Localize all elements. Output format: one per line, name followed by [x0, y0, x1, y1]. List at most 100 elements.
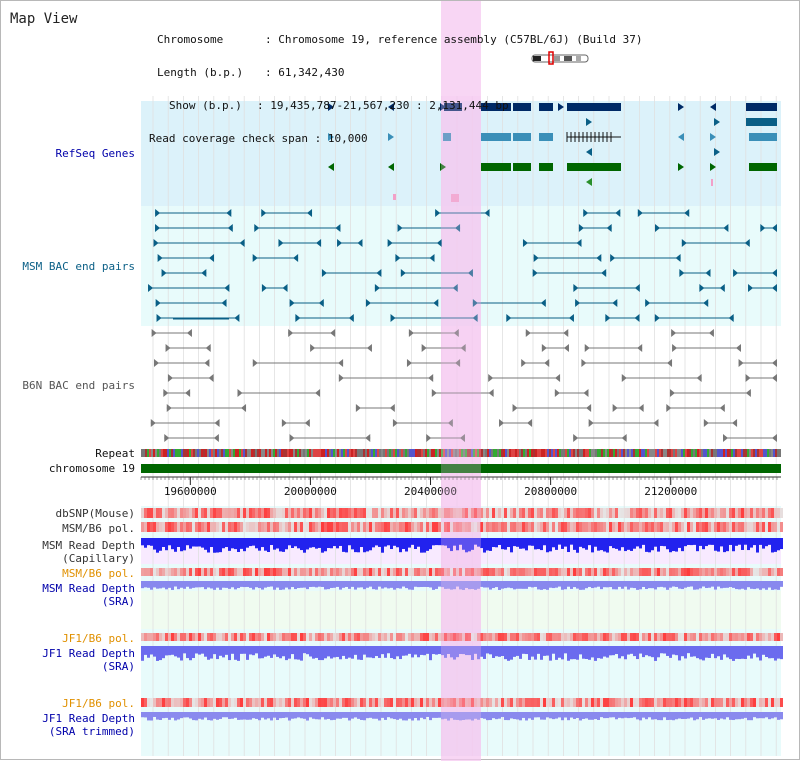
msm-depth-cap-bar[interactable] — [561, 538, 564, 549]
repeat-bar[interactable] — [339, 449, 341, 457]
jf1-depth-sra-bar[interactable] — [267, 646, 270, 656]
dbsnp-cell[interactable] — [186, 508, 189, 518]
msm-pol2-cell[interactable] — [678, 568, 681, 576]
jf1-pol-cell[interactable] — [441, 633, 444, 641]
jf1-depth-trim-bar[interactable] — [342, 712, 345, 718]
dbsnp-cell[interactable] — [696, 508, 699, 518]
jf1-depth-sra-bar[interactable] — [534, 646, 537, 660]
repeat-bar[interactable] — [669, 449, 671, 457]
msm-pol-cell[interactable] — [189, 522, 192, 532]
jf1-depth-trim-bar[interactable] — [711, 712, 714, 719]
msm-depth-sra-bar[interactable] — [708, 581, 711, 588]
msm-pol2-cell[interactable] — [141, 568, 144, 576]
jf1-pol2-cell[interactable] — [720, 698, 723, 707]
dbsnp-cell[interactable] — [555, 508, 558, 518]
msm-depth-cap-bar[interactable] — [234, 538, 237, 550]
dbsnp-cell[interactable] — [684, 508, 687, 518]
jf1-pol2-cell[interactable] — [162, 698, 165, 707]
jf1-depth-trim-bar[interactable] — [582, 712, 585, 719]
dbsnp-cell[interactable] — [504, 508, 507, 518]
jf1-depth-sra-bar[interactable] — [579, 646, 582, 655]
msm-pol2-cell[interactable] — [462, 568, 465, 576]
msm-depth-cap-bar[interactable] — [153, 538, 156, 550]
jf1-pol-cell[interactable] — [714, 633, 717, 641]
jf1-pol2-cell[interactable] — [696, 698, 699, 707]
repeat-bar[interactable] — [179, 449, 181, 457]
jf1-depth-trim-bar[interactable] — [243, 712, 246, 720]
msm-pol2-cell[interactable] — [450, 568, 453, 576]
jf1-depth-sra-bar[interactable] — [537, 646, 540, 654]
dbsnp-cell[interactable] — [141, 508, 144, 518]
dbsnp-cell[interactable] — [267, 508, 270, 518]
jf1-pol2-cell[interactable] — [330, 698, 333, 707]
repeat-bar[interactable] — [287, 449, 289, 457]
jf1-depth-sra-bar[interactable] — [699, 646, 702, 660]
msm-depth-cap-bar[interactable] — [375, 538, 378, 546]
jf1-depth-trim-bar[interactable] — [507, 712, 510, 721]
msm-depth-cap-bar[interactable] — [615, 538, 618, 549]
dbsnp-cell[interactable] — [303, 508, 306, 518]
msm-pol-cell[interactable] — [399, 522, 402, 532]
msm-depth-sra-bar[interactable] — [669, 581, 672, 588]
msm-depth-cap-bar[interactable] — [495, 538, 498, 548]
msm-pol2-cell[interactable] — [447, 568, 450, 576]
jf1-pol-cell[interactable] — [219, 633, 222, 641]
msm-pol2-cell[interactable] — [585, 568, 588, 576]
jf1-depth-sra-bar[interactable] — [636, 646, 639, 660]
jf1-pol2-cell[interactable] — [228, 698, 231, 707]
jf1-pol-cell[interactable] — [480, 633, 483, 641]
jf1-depth-sra-bar[interactable] — [225, 646, 228, 655]
repeat-bar[interactable] — [485, 449, 487, 457]
gene-exon[interactable] — [539, 163, 553, 171]
jf1-depth-trim-bar[interactable] — [162, 712, 165, 719]
msm-pol2-cell[interactable] — [672, 568, 675, 576]
jf1-pol-cell[interactable] — [231, 633, 234, 641]
repeat-bar[interactable] — [435, 449, 437, 457]
jf1-pol-cell[interactable] — [204, 633, 207, 641]
msm-bac-end[interactable] — [728, 314, 734, 322]
jf1-depth-trim-bar[interactable] — [552, 712, 555, 720]
jf1-pol-cell[interactable] — [168, 633, 171, 641]
jf1-pol2-cell[interactable] — [567, 698, 570, 707]
msm-pol2-cell[interactable] — [507, 568, 510, 576]
jf1-depth-trim-bar[interactable] — [399, 712, 402, 719]
msm-depth-sra-bar[interactable] — [300, 581, 303, 588]
jf1-depth-sra-bar[interactable] — [147, 646, 150, 658]
msm-depth-cap-bar[interactable] — [357, 538, 360, 553]
msm-depth-cap-bar[interactable] — [747, 538, 750, 551]
jf1-depth-sra-bar[interactable] — [540, 646, 543, 660]
jf1-pol-cell[interactable] — [354, 633, 357, 641]
msm-depth-cap-bar[interactable] — [612, 538, 615, 549]
repeat-bar[interactable] — [201, 449, 203, 457]
msm-depth-sra-bar[interactable] — [681, 581, 684, 590]
jf1-pol-cell[interactable] — [501, 633, 504, 641]
msm-bac-end[interactable] — [239, 239, 245, 247]
jf1-depth-trim-bar[interactable] — [591, 712, 594, 720]
msm-depth-sra-bar[interactable] — [339, 581, 342, 590]
msm-pol2-cell[interactable] — [402, 568, 405, 576]
msm-bac-end[interactable] — [261, 209, 267, 217]
msm-pol-cell[interactable] — [642, 522, 645, 532]
jf1-pol-cell[interactable] — [216, 633, 219, 641]
repeat-bar[interactable] — [725, 449, 727, 457]
jf1-pol-cell[interactable] — [582, 633, 585, 641]
msm-depth-sra-bar[interactable] — [660, 581, 663, 587]
msm-depth-sra-bar[interactable] — [216, 581, 219, 588]
msm-pol-cell[interactable] — [402, 522, 405, 532]
dbsnp-cell[interactable] — [402, 508, 405, 518]
msm-depth-sra-bar[interactable] — [366, 581, 369, 588]
repeat-bar[interactable] — [577, 449, 579, 457]
msm-pol2-cell[interactable] — [546, 568, 549, 576]
jf1-depth-sra-bar[interactable] — [501, 646, 504, 657]
msm-pol2-cell[interactable] — [405, 568, 408, 576]
jf1-pol2-cell[interactable] — [651, 698, 654, 707]
jf1-depth-trim-bar[interactable] — [357, 712, 360, 719]
msm-depth-sra-bar[interactable] — [288, 581, 291, 590]
dbsnp-cell[interactable] — [516, 508, 519, 518]
gene-exon[interactable] — [749, 133, 777, 141]
msm-depth-sra-bar[interactable] — [468, 581, 471, 590]
dbsnp-cell[interactable] — [378, 508, 381, 518]
msm-pol2-cell[interactable] — [207, 568, 210, 576]
jf1-pol2-cell[interactable] — [159, 698, 162, 707]
msm-pol-cell[interactable] — [468, 522, 471, 532]
